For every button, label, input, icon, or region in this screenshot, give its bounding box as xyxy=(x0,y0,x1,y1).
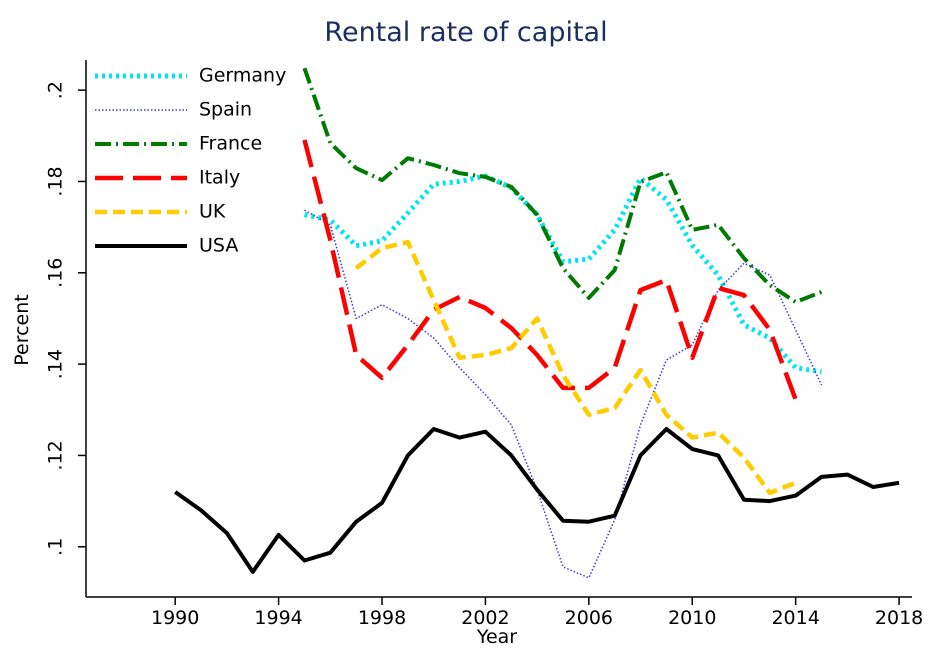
series-line xyxy=(304,209,823,579)
x-tick-label: 2006 xyxy=(565,607,613,629)
series-line xyxy=(302,139,798,401)
legend-label: Italy xyxy=(199,167,240,189)
chart-title: Rental rate of capital xyxy=(324,17,607,48)
x-tick-label: 2010 xyxy=(668,607,716,629)
series-line xyxy=(174,427,900,574)
x-tick-label: 2002 xyxy=(461,607,509,629)
y-tick-label: .1 xyxy=(45,538,67,556)
legend-label: UK xyxy=(199,201,226,223)
legend-label: Spain xyxy=(199,99,252,121)
y-tick-label: .16 xyxy=(45,258,67,288)
y-axis-label: Percent xyxy=(11,294,33,366)
series-line xyxy=(304,173,822,375)
series-line xyxy=(354,239,797,496)
y-tick-label: .18 xyxy=(45,166,67,196)
x-axis-label: Year xyxy=(476,626,517,648)
x-tick-label: 1994 xyxy=(254,607,302,629)
x-tick-label: 1998 xyxy=(358,607,406,629)
legend-label: USA xyxy=(199,235,238,257)
y-tick-label: .2 xyxy=(45,81,67,99)
x-tick-label: 2018 xyxy=(875,607,923,629)
x-tick-label: 2014 xyxy=(771,607,819,629)
y-tick-label: .14 xyxy=(45,349,67,379)
series-line xyxy=(302,67,823,304)
y-tick-label: .12 xyxy=(45,440,67,470)
x-tick-label: 1990 xyxy=(151,607,199,629)
legend-label: Germany xyxy=(199,65,286,87)
legend-label: France xyxy=(199,133,262,155)
